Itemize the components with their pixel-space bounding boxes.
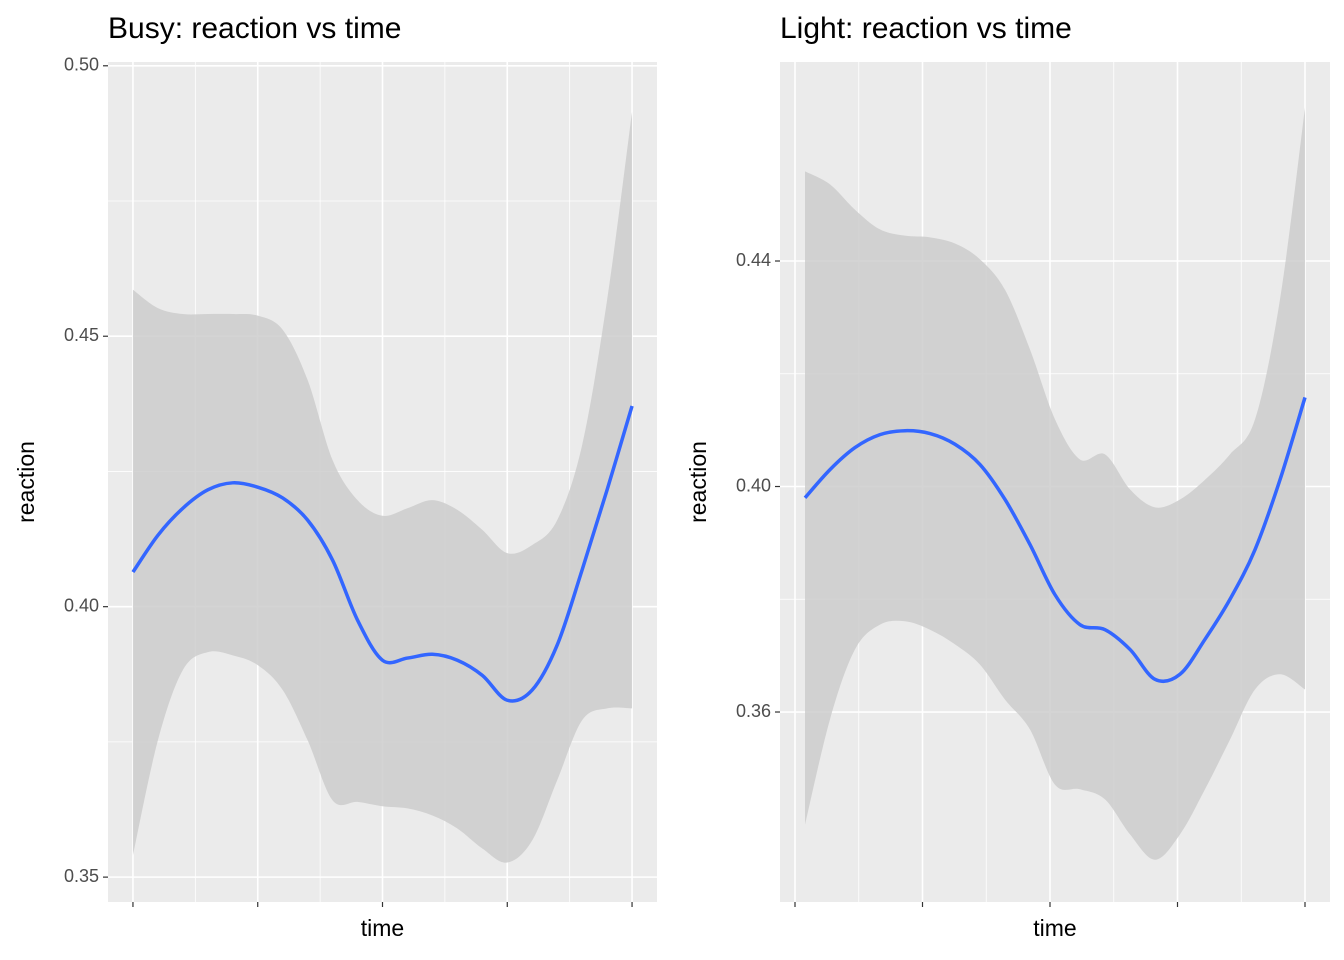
y-tick-label: 0.35 — [64, 866, 99, 886]
panel: 0.35 0.40 0.45 0.50 Busy: reaction vs time ti… — [13, 12, 657, 941]
chart-title: Busy: reaction vs time — [108, 12, 401, 45]
y-tick-label: 0.50 — [64, 55, 99, 75]
y-axis-label: reaction — [13, 441, 39, 523]
confidence-band — [805, 107, 1305, 860]
y-axis-label: reaction — [685, 441, 711, 523]
smooth-line — [131, 405, 634, 703]
x-axis-label: time — [1033, 915, 1076, 941]
y-tick-label: 0.36 — [736, 701, 771, 721]
panel: 0.36 0.40 0.44 Light: reaction vs time time r… — [685, 12, 1330, 941]
y-tick-label: 0.44 — [736, 250, 771, 270]
y-tick-label: 0.45 — [64, 325, 99, 345]
smooth-line — [803, 396, 1307, 684]
x-axis-label: time — [361, 915, 404, 941]
chart-title: Light: reaction vs time — [780, 12, 1072, 45]
confidence-band — [132, 111, 633, 863]
y-tick-label: 0.40 — [736, 475, 771, 495]
y-tick-label: 0.40 — [64, 595, 99, 615]
